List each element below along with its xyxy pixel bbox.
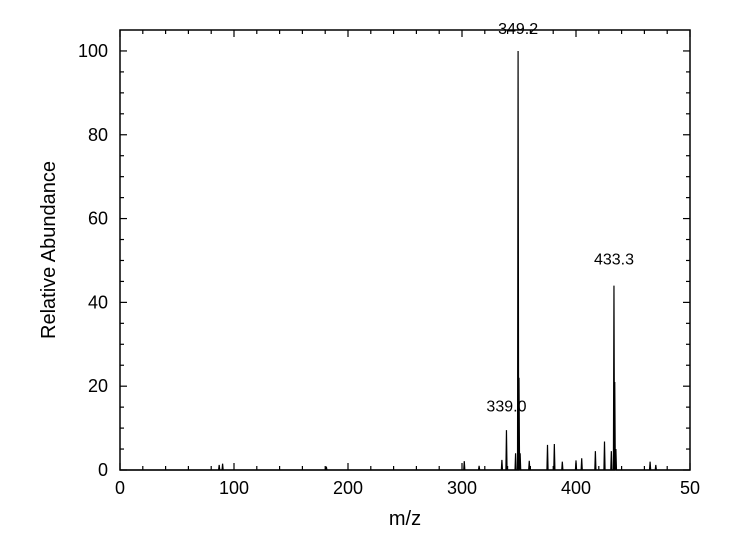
y-tick-label: 100 [78,41,108,61]
y-axis-label: Relative Abundance [38,161,60,339]
y-tick-label: 40 [88,292,108,312]
peak-label: 339.0 [486,398,526,415]
x-tick-label: 50 [680,478,700,498]
y-tick-label: 80 [88,125,108,145]
x-tick-label: 200 [333,478,363,498]
peak-label: 349.2 [498,21,538,38]
x-tick-label: 300 [447,478,477,498]
x-tick-label: 100 [219,478,249,498]
y-tick-label: 0 [98,460,108,480]
x-tick-label: 400 [561,478,591,498]
mass-spectrum-chart: 010020030040050020406080100m/zRelative A… [0,0,743,551]
chart-svg: 010020030040050020406080100m/zRelative A… [0,0,743,551]
y-tick-label: 20 [88,376,108,396]
x-axis-label: m/z [389,508,421,530]
peak-label: 433.3 [594,252,634,269]
x-tick-label: 0 [115,478,125,498]
y-tick-label: 60 [88,209,108,229]
